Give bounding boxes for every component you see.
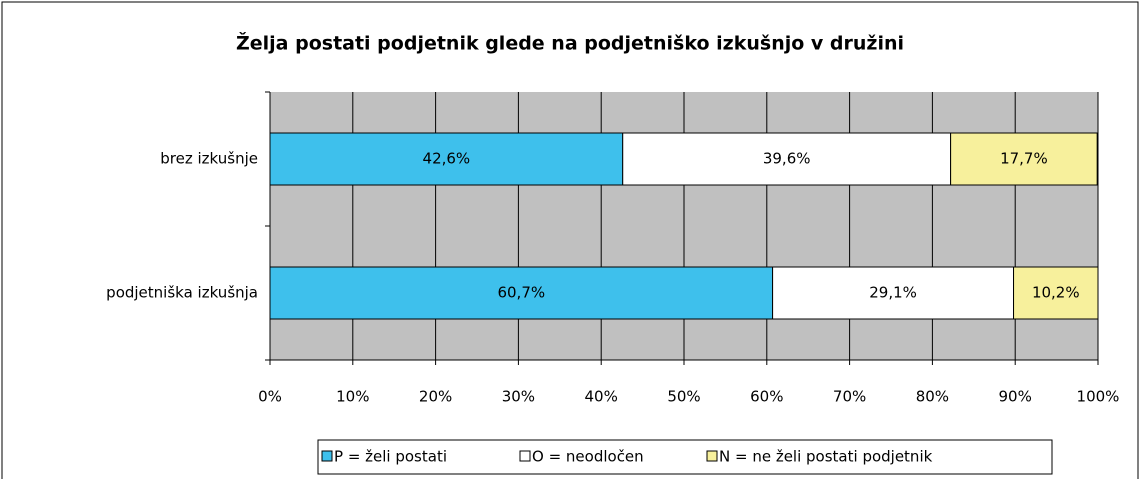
value-label: 42,6%: [423, 150, 471, 168]
x-tick-label: 50%: [667, 388, 700, 406]
bar-segment: [269, 132, 624, 186]
legend-box: [317, 439, 1053, 475]
x-tick-label: 30%: [502, 388, 535, 406]
x-tick-label: 70%: [833, 388, 866, 406]
value-label: 60,7%: [497, 284, 545, 302]
chart-title: Želja postati podjetnik glede na podjetn…: [236, 32, 904, 55]
legend-label: N = ne želi postati podjetnik: [719, 448, 933, 466]
bar-segment: [772, 266, 1015, 320]
legend-swatch: [321, 450, 333, 462]
x-tick-label: 20%: [419, 388, 452, 406]
value-label: 17,7%: [1000, 150, 1048, 168]
bar-segment: [950, 132, 1098, 186]
legend-swatch: [706, 450, 718, 462]
value-label: 10,2%: [1032, 284, 1080, 302]
bar-segment: [622, 132, 952, 186]
bar-segment: [1013, 266, 1099, 320]
x-tick-label: 100%: [1077, 388, 1120, 406]
x-tick-label: 10%: [336, 388, 369, 406]
x-tick-label: 60%: [750, 388, 783, 406]
legend-label: P = želi postati: [334, 448, 447, 466]
y-tick-label: brez izkušnje: [160, 150, 258, 168]
value-label: 29,1%: [869, 284, 917, 302]
x-tick-label: 80%: [916, 388, 949, 406]
x-tick-label: 0%: [258, 388, 282, 406]
value-label: 39,6%: [763, 150, 811, 168]
x-tick-label: 40%: [585, 388, 618, 406]
x-tick-label: 90%: [999, 388, 1032, 406]
legend-label: O = neodločen: [532, 448, 644, 466]
legend-swatch: [519, 450, 531, 462]
y-tick-label: podjetniška izkušnja: [106, 284, 258, 302]
